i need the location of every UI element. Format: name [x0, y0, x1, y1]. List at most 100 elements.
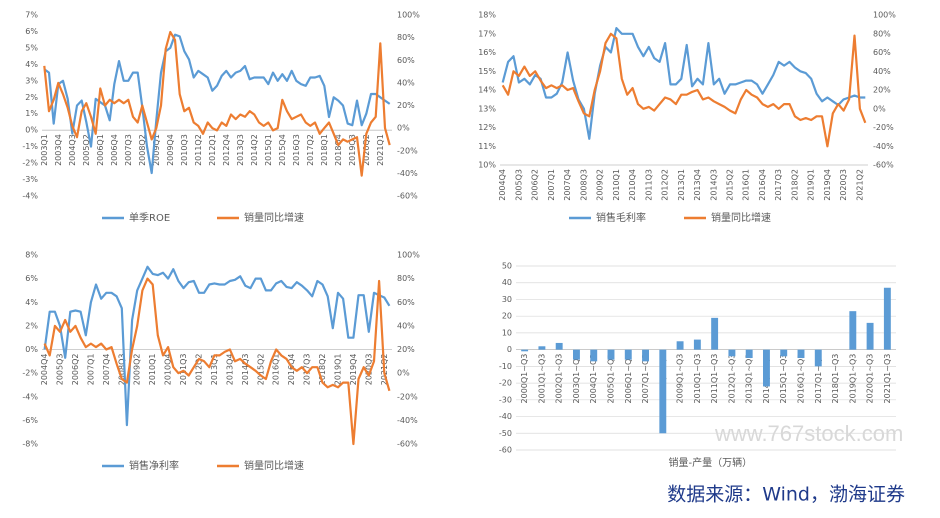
- x-tick-label: 2001Q1~Q3: [537, 354, 546, 404]
- y-tick-label: 3%: [25, 76, 38, 85]
- y-tick-label: 7%: [25, 11, 38, 20]
- x-tick-label: 2016Q4: [287, 354, 296, 386]
- y2-tick-label: 20%: [397, 101, 415, 110]
- bar: [607, 349, 615, 360]
- x-tick-label: 2009Q2: [596, 169, 605, 201]
- y-tick-label: -6%: [22, 416, 38, 425]
- x-tick-label: 2006Q2: [71, 354, 80, 386]
- x-tick-label: 2017Q3: [774, 169, 783, 201]
- x-tick-label: 2019Q1: [807, 169, 816, 201]
- bar: [883, 287, 891, 350]
- x-tick-label: 2006Q1~Q3: [624, 354, 633, 404]
- legend-label: 销售净利率: [129, 459, 179, 472]
- y-tick-label: 4%: [25, 298, 38, 307]
- y-tick-label: -3%: [22, 175, 38, 184]
- x-tick-label: 2016Q1: [742, 169, 751, 201]
- y-tick-label: 20: [502, 312, 512, 321]
- x-tick-label: 2013Q1: [210, 354, 219, 386]
- y2-tick-label: -20%: [397, 146, 418, 155]
- x-tick-label: 2021Q2: [855, 169, 864, 201]
- y-tick-label: 8%: [25, 251, 38, 260]
- x-tick-label: 2004Q1~Q3: [589, 354, 598, 404]
- x-tick-label: 2018Q2: [790, 169, 799, 201]
- y-tick-label: 5%: [25, 43, 38, 52]
- x-tick-label: 2011Q2: [194, 134, 203, 166]
- bar: [780, 349, 788, 357]
- x-tick-label: 2004Q3: [68, 134, 77, 166]
- x-tick-label: 2014Q2: [250, 134, 259, 166]
- y2-tick-label: 80%: [397, 33, 415, 42]
- x-tick-label: 2004Q4: [498, 169, 507, 201]
- x-tick-label: 2021Q1: [376, 134, 385, 166]
- y-tick-label: 0%: [25, 345, 38, 354]
- y-tick-label: 14%: [478, 86, 496, 95]
- x-tick-label: 2010Q1: [148, 354, 157, 386]
- x-tick-label: 2020Q1~Q3: [866, 354, 875, 404]
- legend-label: 销量同比增速: [244, 211, 304, 224]
- x-tick-label: 2015Q1: [264, 134, 273, 166]
- x-tick-label: 2009Q2: [133, 354, 142, 386]
- y2-tick-label: -60%: [873, 161, 894, 170]
- y2-tick-label: 40%: [873, 67, 891, 76]
- x-tick-label: 2010Q1~Q3: [693, 354, 702, 404]
- x-tick-label: 2011Q1~Q3: [710, 354, 719, 404]
- x-tick-label: 2012Q2: [194, 354, 203, 386]
- y-tick-label: -60: [499, 446, 512, 455]
- bar: [711, 317, 719, 350]
- bar: [797, 349, 805, 358]
- y2-tick-label: 0%: [397, 369, 410, 378]
- bar: [521, 349, 529, 352]
- x-tick-label: 2010Q1: [612, 169, 621, 201]
- y2-tick-label: 80%: [873, 29, 891, 38]
- y-tick-label: -30: [499, 395, 512, 404]
- bar: [555, 342, 563, 350]
- bar: [745, 349, 753, 358]
- x-tick-label: 2019Q4: [823, 169, 832, 201]
- x-tick-label: 2007Q1: [86, 354, 95, 386]
- x-tick-label: 2006Q4: [110, 134, 119, 166]
- legend-label: 销量同比增速: [711, 211, 771, 224]
- y-tick-label: 50: [502, 262, 512, 271]
- y-tick-label: -20: [499, 379, 512, 388]
- y2-tick-label: -20%: [873, 123, 894, 132]
- x-tick-label: 2012Q4: [222, 134, 231, 166]
- y2-tick-label: 60%: [873, 48, 891, 57]
- x-tick-label: 2020Q3: [839, 169, 848, 201]
- y-tick-label: 11%: [478, 142, 496, 151]
- y-tick-label: 13%: [478, 104, 496, 113]
- y2-tick-label: 20%: [873, 86, 891, 95]
- bar: [814, 349, 822, 367]
- y2-tick-label: -40%: [873, 142, 894, 151]
- source: 数据来源：Wind，渤海证券: [667, 484, 905, 506]
- x-tick-label: 2020Q3: [364, 354, 373, 386]
- y-tick-label: 15%: [478, 67, 496, 76]
- y-tick-label: -2%: [22, 159, 38, 168]
- x-tick-label: 2013Q1: [677, 169, 686, 201]
- legend-label: 销量-产量（万辆）: [669, 456, 753, 469]
- y-tick-label: 30: [502, 295, 512, 304]
- y2-tick-label: 20%: [397, 345, 415, 354]
- bar: [728, 349, 736, 357]
- y-tick-label: -50: [499, 429, 512, 438]
- x-tick-label: 2007Q4: [102, 354, 111, 386]
- x-tick-label: 2008Q2: [138, 134, 147, 166]
- y-tick-label: 0%: [25, 126, 38, 135]
- x-tick-label: 2010Q4: [628, 169, 637, 201]
- bar: [590, 349, 598, 362]
- x-tick-label: 2007Q1: [547, 169, 556, 201]
- y-tick-label: -1%: [22, 142, 38, 151]
- bar: [849, 311, 857, 350]
- y-tick-label: 10: [502, 328, 512, 337]
- x-tick-label: 2005Q3: [56, 354, 65, 386]
- y2-tick-label: 60%: [397, 298, 415, 307]
- x-tick-label: 2008Q3: [579, 169, 588, 201]
- y2-tick-label: 40%: [397, 78, 415, 87]
- x-tick-label: 2020Q2: [362, 134, 371, 166]
- legend-label: 销售毛利率: [596, 211, 646, 224]
- x-tick-label: 2014Q3: [241, 354, 250, 386]
- y2-tick-label: -60%: [397, 192, 418, 201]
- legend-label: 销量同比增速: [244, 459, 304, 472]
- x-tick-label: 2006Q1: [96, 134, 105, 166]
- x-tick-label: 2011Q3: [644, 169, 653, 201]
- y-tick-label: 2%: [25, 93, 38, 102]
